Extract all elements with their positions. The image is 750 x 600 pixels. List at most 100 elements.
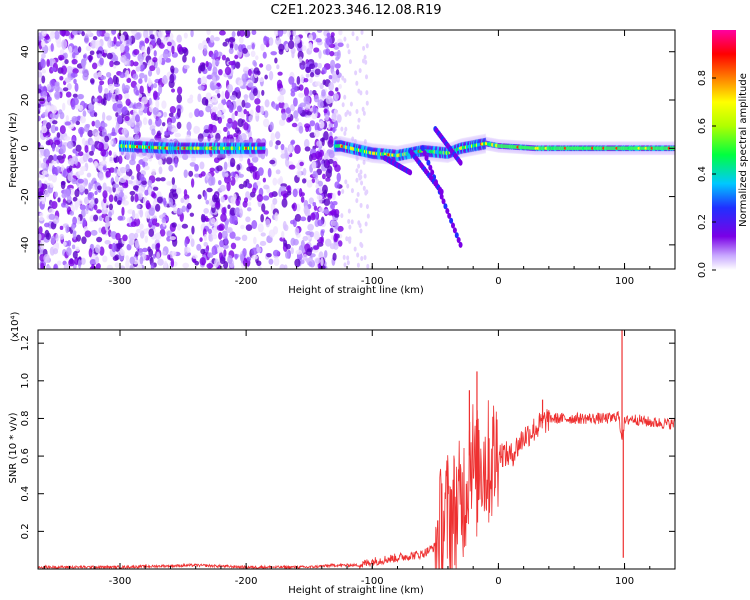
spectrogram-cell xyxy=(169,236,177,241)
spectrogram-cell xyxy=(234,54,239,60)
spectrogram-cell xyxy=(422,150,427,157)
spectrogram-cell xyxy=(328,81,335,91)
spectrogram-cell xyxy=(64,77,72,83)
spectrogram-cell xyxy=(244,102,251,109)
spectrogram-cell xyxy=(78,151,84,157)
spectrogram-cell xyxy=(135,89,140,96)
spectrogram-cell xyxy=(176,223,182,231)
spectrogram-cell xyxy=(113,167,118,174)
spectrogram-ytick-label: -40 xyxy=(20,237,31,253)
spectrogram-cell xyxy=(209,167,216,172)
spectrogram-cell xyxy=(242,78,247,86)
spectrogram-cell xyxy=(72,231,77,240)
spectrogram-cell xyxy=(192,254,198,259)
spectrogram-cell xyxy=(298,92,305,98)
spectrogram-cell xyxy=(109,140,114,145)
spectrogram-cell xyxy=(230,171,236,177)
spectrogram-cell xyxy=(362,185,366,191)
spectrogram-cell xyxy=(188,170,194,177)
spectrogram-cell xyxy=(216,93,221,99)
spectrogram-cell xyxy=(282,220,287,231)
figure-title: C2E1.2023.346.12.08.R19 xyxy=(270,3,441,18)
spectrogram-cell xyxy=(62,87,69,92)
spectrogram-cell xyxy=(346,255,350,261)
spectrogram-cell xyxy=(452,227,457,234)
spectrogram-cell xyxy=(328,149,335,159)
spectrogram-cell xyxy=(135,251,139,257)
spectrogram-cell xyxy=(206,263,214,269)
spectrogram-cell xyxy=(53,154,58,162)
spectrogram-cell xyxy=(194,260,200,266)
spectrogram-cell xyxy=(170,40,176,49)
spectrogram-cell xyxy=(128,239,134,246)
spectrogram-cell xyxy=(234,207,240,216)
spectrogram-cell xyxy=(49,79,56,87)
spectrogram-cell xyxy=(163,111,168,118)
spectrogram-cell xyxy=(341,102,345,108)
colorbar-ticks: 0.0 0.2 0.4 0.6 0.8 xyxy=(697,70,716,278)
spectrogram-cell xyxy=(355,177,359,183)
spectrogram-cell xyxy=(288,76,295,85)
spectrogram-cell xyxy=(257,265,262,269)
spectrogram-cell xyxy=(82,68,89,76)
spectrogram-cell xyxy=(226,226,233,233)
spectrogram-cell xyxy=(90,229,98,236)
spectrogram-cell xyxy=(199,161,205,170)
spectrogram-cell xyxy=(456,237,461,244)
spectrogram-cell xyxy=(40,40,46,48)
spectrogram-cell xyxy=(77,170,85,176)
spectrogram-cell xyxy=(50,124,57,134)
spectrogram-cell xyxy=(167,41,172,47)
spectrogram-cell xyxy=(268,192,274,198)
spectrogram-cell xyxy=(229,207,237,216)
spectrogram-cell xyxy=(239,154,244,162)
spectrogram-cell xyxy=(87,192,93,201)
spectrogram-cell xyxy=(263,184,270,190)
spectrogram-cell xyxy=(113,61,121,66)
spectrogram-cell xyxy=(331,112,337,123)
spectrogram-cell xyxy=(39,212,44,218)
spectrogram-cell xyxy=(138,264,142,269)
spectrogram-cell xyxy=(350,188,354,194)
spectrogram-cell xyxy=(281,230,285,239)
spectrogram-cell xyxy=(237,44,244,53)
spectrogram-cell xyxy=(223,161,228,171)
spectrogram-cell xyxy=(222,41,228,47)
spectrogram-cell xyxy=(155,152,163,161)
spectrogram-cell xyxy=(88,54,92,63)
spectrogram-cell xyxy=(56,260,62,266)
spectrogram-cell xyxy=(269,159,276,165)
spectrogram-cell xyxy=(202,39,208,47)
spectrogram-ytick-label: -20 xyxy=(20,188,31,204)
spectrogram-cell xyxy=(332,252,337,261)
spectrogram-cell xyxy=(82,153,89,163)
spectrogram-cell xyxy=(226,122,233,128)
spectrogram-cell xyxy=(299,102,307,108)
spectrogram-cell xyxy=(121,106,128,116)
spectrogram-cell xyxy=(356,252,360,258)
spectrogram-cell xyxy=(108,187,112,194)
spectrogram-cell xyxy=(355,168,359,174)
spectrogram-cell xyxy=(308,34,313,41)
spectrogram-cell xyxy=(243,180,248,188)
snr-ytick-label: 0.6 xyxy=(20,448,31,464)
spectrogram-cell xyxy=(57,197,61,203)
spectrogram-cell xyxy=(286,190,292,196)
spectrogram-cell xyxy=(48,213,56,220)
spectrogram-cell xyxy=(255,55,259,61)
spectrogram-cell xyxy=(72,68,79,75)
spectrogram-cell xyxy=(169,73,175,84)
spectrogram-cell xyxy=(210,35,215,43)
spectrogram-cell xyxy=(275,140,281,146)
spectrogram-cell xyxy=(325,168,332,179)
spectrogram-cell xyxy=(67,172,73,182)
spectrogram-xtick-label: -300 xyxy=(109,276,132,287)
spectrogram-cell xyxy=(47,174,53,181)
spectrogram-cell xyxy=(309,120,316,127)
spectrogram-cell xyxy=(60,180,66,186)
spectrogram-cell xyxy=(165,57,171,63)
spectrogram-cell xyxy=(342,254,346,260)
spectrogram-cell xyxy=(69,210,75,216)
spectrogram-cell xyxy=(245,216,251,223)
spectrogram-cell xyxy=(321,173,326,180)
